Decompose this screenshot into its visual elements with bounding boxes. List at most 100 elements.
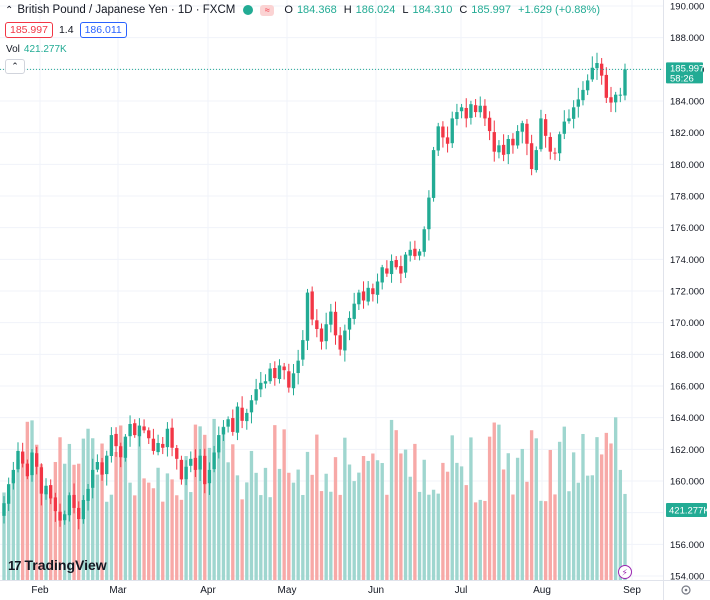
volume-bar xyxy=(20,454,25,580)
candle-body xyxy=(380,267,384,283)
candle-body xyxy=(305,292,310,341)
volume-bar xyxy=(217,437,221,580)
volume-bar xyxy=(436,493,440,580)
volume-bar xyxy=(11,477,16,580)
volume-bar xyxy=(515,457,520,580)
candle-body xyxy=(254,389,258,401)
volume-bar xyxy=(310,474,314,580)
volume-tag: 421.277K xyxy=(666,503,710,517)
market-status-icon xyxy=(243,5,254,15)
candle-body xyxy=(161,443,165,448)
volume-bar xyxy=(137,430,142,580)
sell-button[interactable]: 185.997 xyxy=(5,22,53,38)
candle-body xyxy=(604,74,609,98)
volume-bar xyxy=(128,482,132,580)
candle-body xyxy=(520,123,524,132)
price-tick-label: 168.000 xyxy=(670,350,704,361)
volume-bar xyxy=(189,492,193,580)
volume-bar xyxy=(511,494,515,580)
volume-bar xyxy=(469,437,473,580)
candle-body xyxy=(179,459,184,480)
collapse-legend-button[interactable]: ⌃ xyxy=(5,59,25,74)
volume-bar xyxy=(557,441,562,580)
candle-body xyxy=(25,463,30,477)
volume-bar xyxy=(408,476,412,580)
candle-body xyxy=(212,452,216,470)
candle-body xyxy=(585,80,590,91)
time-tick-label: Sep xyxy=(623,585,641,596)
volume-value: 421.277K xyxy=(23,44,67,55)
candle-body xyxy=(366,287,370,302)
candle-body xyxy=(63,514,67,521)
candle-body xyxy=(170,427,174,448)
candle-body xyxy=(445,137,450,144)
candle-body xyxy=(539,118,543,150)
candle-body xyxy=(315,320,319,329)
candle-body xyxy=(203,455,207,485)
volume-bar xyxy=(445,471,450,580)
buy-button[interactable]: 186.011 xyxy=(79,22,127,38)
candle-body xyxy=(464,107,468,119)
candle-body xyxy=(543,119,548,136)
chevron-up-icon[interactable]: ⌃ xyxy=(5,4,14,16)
candle-body xyxy=(151,438,156,451)
price-tick-label: 188.000 xyxy=(670,33,704,44)
time-tick-label: May xyxy=(278,585,297,596)
candle-body xyxy=(562,121,566,134)
volume-bar xyxy=(455,462,459,580)
candle-body xyxy=(553,152,557,154)
time-axis[interactable]: Feb Mar Apr May Jun Jul Aug Sep xyxy=(31,585,641,596)
candle-body xyxy=(385,268,389,274)
volume-bar xyxy=(226,462,230,580)
candle-body xyxy=(427,197,431,230)
settings-gear-button[interactable] xyxy=(681,585,691,595)
close-value: 185.997 xyxy=(471,4,512,16)
volume-bar xyxy=(352,481,356,580)
candle-body xyxy=(515,131,520,146)
volume-bar xyxy=(165,473,170,580)
candle-body xyxy=(207,469,212,484)
volume-legend[interactable]: Vol 421.277K xyxy=(6,44,67,55)
candle-body xyxy=(571,107,576,119)
volume-bar xyxy=(35,444,39,580)
candle-body xyxy=(296,360,300,374)
price-axis[interactable]: 190.000188.000186.000184.000182.000180.0… xyxy=(670,2,704,583)
news-flash-button[interactable]: ⚡ xyxy=(618,565,632,579)
candle-body xyxy=(618,94,623,96)
change-value: +1.629 (+0.88%) xyxy=(518,4,600,16)
candle-body xyxy=(441,126,445,138)
candle-body xyxy=(333,311,338,336)
price-tick-label: 172.000 xyxy=(670,287,704,298)
last-price-tag: 185.997 58:26 xyxy=(666,62,704,84)
candle-body xyxy=(77,507,81,519)
price-tick-label: 190.000 xyxy=(670,2,704,13)
close-label: C xyxy=(459,4,468,16)
candle-body xyxy=(81,500,86,520)
volume-bar xyxy=(539,500,543,580)
candle-body xyxy=(95,462,100,470)
volume-bar xyxy=(613,417,618,580)
volume-bar xyxy=(301,494,305,580)
candle-body xyxy=(137,425,142,437)
tradingview-logo[interactable]: 17 TradingView xyxy=(8,557,107,573)
candle-body xyxy=(394,260,398,268)
candle-body xyxy=(53,497,58,512)
symbol-title[interactable]: British Pound / Japanese Yen · 1D · FXCM xyxy=(17,4,236,16)
candle-body xyxy=(67,495,72,516)
volume-bar xyxy=(95,474,100,580)
volume-bar xyxy=(259,495,263,580)
high-value: 186.024 xyxy=(355,4,396,16)
compare-icon[interactable]: ≈ xyxy=(260,4,275,16)
price-tick-label: 166.000 xyxy=(670,382,704,393)
candle-body xyxy=(436,126,440,151)
volume-bar xyxy=(198,426,202,580)
price-tick-label: 160.000 xyxy=(670,477,704,488)
volume-bar xyxy=(91,438,95,580)
candle-body xyxy=(408,249,412,256)
symbol-header: ⌃ British Pound / Japanese Yen · 1D · FX… xyxy=(5,4,603,16)
volume-bar xyxy=(315,434,319,580)
candle-body xyxy=(142,426,146,431)
volume-bar xyxy=(623,493,627,580)
price-tick-label: 164.000 xyxy=(670,413,704,424)
